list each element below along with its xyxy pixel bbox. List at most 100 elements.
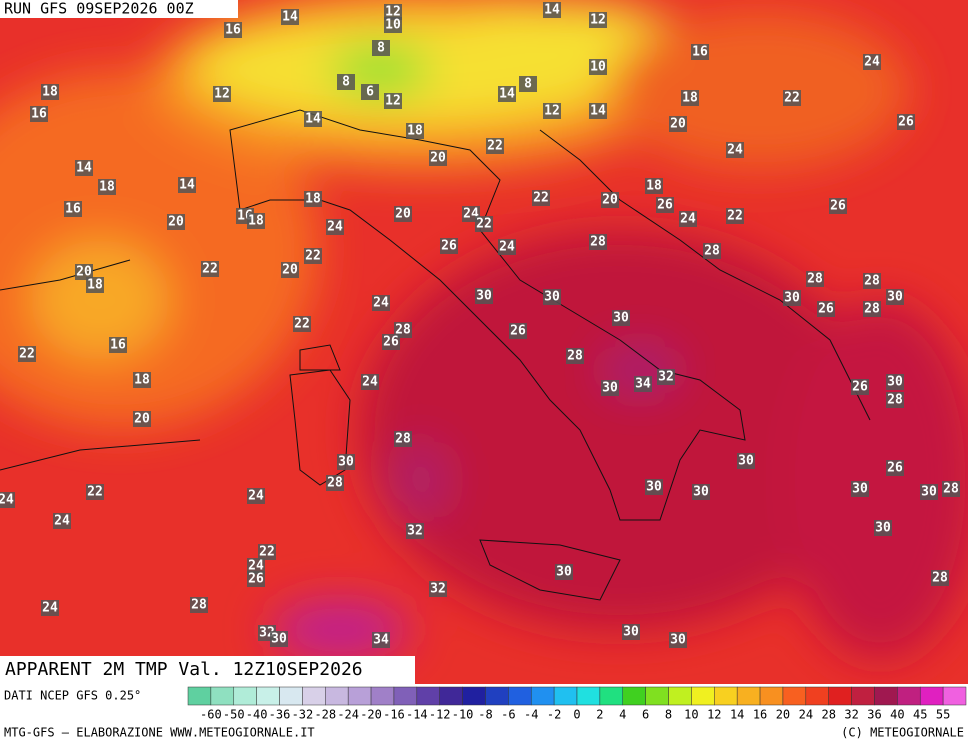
label-box [656, 197, 674, 213]
label-box [247, 558, 265, 574]
color-swatch [782, 686, 807, 706]
temp-label: 30 [875, 521, 891, 536]
label-box [337, 454, 355, 470]
temp-label: 30 [670, 633, 686, 648]
colorbar-label: 12 [707, 708, 721, 722]
temp-label: 24 [499, 240, 515, 255]
label-box [657, 369, 675, 385]
label-box [384, 93, 402, 109]
color-swatch [530, 686, 555, 706]
label-box [213, 86, 231, 102]
label-box [361, 374, 379, 390]
label-box [726, 142, 744, 158]
temp-label: 20 [168, 215, 184, 230]
label-box [679, 211, 697, 227]
label-box [498, 86, 516, 102]
label-box [566, 348, 584, 364]
temp-label: 30 [476, 289, 492, 304]
temp-label: 20 [430, 151, 446, 166]
credit-left: MTG-GFS — ELABORAZIONE WWW.METEOGIORNALE… [4, 726, 315, 740]
label-box [304, 191, 322, 207]
label-box [532, 190, 550, 206]
label-box [384, 17, 402, 33]
temp-label: 30 [602, 381, 618, 396]
label-box [53, 513, 71, 529]
colorbar-label: 55 [936, 708, 950, 722]
temp-label: 20 [76, 265, 92, 280]
temp-label: 22 [784, 91, 800, 106]
title-box [0, 656, 415, 684]
label-box [281, 262, 299, 278]
colorbar-label: -2 [547, 708, 561, 722]
temp-label: 18 [134, 373, 150, 388]
temp-label: 28 [327, 476, 343, 491]
colorbar-label: -40 [246, 708, 268, 722]
colorbar-label: -60 [200, 708, 222, 722]
temp-label: 24 [727, 143, 743, 158]
label-box [326, 219, 344, 235]
label-box [361, 84, 379, 100]
temp-label: 22 [294, 317, 310, 332]
colorbar-label: 32 [844, 708, 858, 722]
label-box [692, 484, 710, 500]
color-swatch [714, 686, 738, 706]
color-swatch [279, 686, 303, 706]
label-box [886, 460, 904, 476]
colorbar-label: 8 [665, 708, 672, 722]
colorbar-label: 14 [730, 708, 744, 722]
temp-label: 16 [110, 338, 126, 353]
temp-label: 24 [864, 55, 880, 70]
color-swatch [805, 686, 829, 706]
label-box [258, 544, 276, 560]
label-box [737, 453, 755, 469]
temp-label: 32 [658, 370, 674, 385]
color-swatch [919, 686, 944, 706]
temp-label: 10 [385, 18, 401, 33]
credit-right: (C) METEOGIORNALE [841, 726, 964, 740]
temp-label: 14 [76, 161, 92, 176]
colorbar-label: -32 [292, 708, 314, 722]
temp-label: 30 [338, 455, 354, 470]
temp-label: 12 [385, 5, 401, 20]
color-swatch [645, 686, 669, 706]
temp-label: 18 [305, 192, 321, 207]
color-swatch [874, 686, 898, 706]
temp-label: 10 [590, 60, 606, 75]
label-box [669, 632, 687, 648]
temp-label: 28 [191, 598, 207, 613]
temp-label: 30 [784, 291, 800, 306]
label-box [817, 301, 835, 317]
color-swatch [736, 686, 761, 706]
temp-label: 12 [590, 13, 606, 28]
label-box [543, 2, 561, 18]
colorbar-label: -20 [360, 708, 382, 722]
colorbar-label: -36 [269, 708, 291, 722]
color-swatch [759, 686, 784, 706]
label-box [498, 239, 516, 255]
label-box [475, 216, 493, 232]
label-box [293, 316, 311, 332]
colorbar-label: -12 [429, 708, 451, 722]
label-box [109, 337, 127, 353]
temp-label: 18 [682, 91, 698, 106]
color-swatch [347, 686, 372, 706]
label-box [394, 206, 412, 222]
temp-label: 32 [407, 524, 423, 539]
colorbar-label: -10 [452, 708, 474, 722]
colorbar-label: -16 [383, 708, 405, 722]
color-swatch [897, 686, 921, 706]
label-box [41, 600, 59, 616]
temp-label: 30 [887, 290, 903, 305]
label-box [601, 192, 619, 208]
label-box [406, 523, 424, 539]
label-box [645, 178, 663, 194]
color-swatch [576, 686, 601, 706]
label-box [691, 44, 709, 60]
temp-label: 24 [42, 601, 58, 616]
label-box [589, 103, 607, 119]
label-box [634, 376, 652, 392]
temp-label: 26 [510, 324, 526, 339]
source: DATI NCEP GFS 0.25° [4, 689, 141, 703]
temp-label: 28 [807, 272, 823, 287]
